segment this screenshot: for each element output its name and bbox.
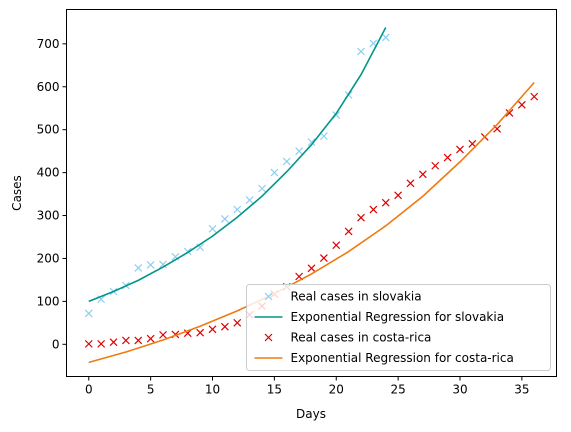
legend-label: Real cases in slovakia (291, 290, 422, 304)
legend-marker-swatch (264, 333, 273, 342)
series-line-1 (88, 27, 387, 303)
data-point-series-2 (319, 254, 328, 262)
legend-box (246, 284, 551, 371)
y-tick-label: 200 (37, 251, 60, 265)
data-point-series-0 (319, 132, 328, 141)
x-tick-label: 5 (147, 383, 155, 397)
y-tick-label: 600 (37, 80, 60, 94)
data-point-series-0 (208, 224, 217, 233)
data-point-series-0 (295, 147, 304, 156)
data-point-series-2 (443, 153, 452, 162)
x-tick-label: 0 (85, 383, 93, 397)
legend-entry: Real cases in costa-rica (264, 331, 432, 345)
x-tick-label: 10 (205, 383, 220, 397)
legend: Real cases in slovakia Exponential Regres… (246, 284, 551, 371)
data-point-series-0 (220, 215, 229, 223)
data-point-series-2 (431, 161, 440, 170)
legend-label: Exponential Regression for costa-rica (291, 351, 514, 365)
data-point-series-2 (517, 100, 526, 109)
x-tick-label: 15 (267, 383, 282, 397)
data-point-series-2 (332, 241, 341, 250)
y-tick-label: 400 (37, 166, 60, 180)
data-point-series-0 (282, 157, 291, 166)
y-tick-label: 0 (52, 337, 60, 351)
x-tick-label: 25 (390, 383, 405, 397)
data-point-series-2 (307, 264, 316, 273)
data-point-series-2 (220, 322, 229, 331)
data-point-series-2 (134, 336, 143, 345)
data-point-series-2 (344, 227, 353, 236)
data-point-series-0 (233, 205, 242, 214)
data-point-series-2 (406, 179, 415, 188)
data-point-series-0 (357, 47, 365, 56)
data-point-series-2 (381, 198, 390, 207)
data-point-series-0 (245, 196, 254, 205)
data-point-series-2 (208, 325, 217, 334)
x-tick-label: 20 (329, 383, 344, 397)
series-line-3 (88, 81, 535, 364)
plot-frame (66, 9, 557, 377)
data-point-series-0 (84, 309, 93, 318)
legend-label: Real cases in costa-rica (291, 331, 432, 345)
x-axis-title: Days (296, 407, 326, 421)
data-point-series-2 (505, 109, 514, 117)
plot-area (84, 27, 539, 364)
legend-entry: Exponential Regression for slovakia (254, 310, 505, 324)
data-point-series-2 (84, 339, 93, 348)
data-point-series-2 (109, 338, 118, 347)
data-point-series-0 (258, 184, 266, 193)
y-tick-label: 500 (37, 123, 60, 137)
legend-marker-swatch (264, 292, 273, 301)
legend-entry: Real cases in slovakia (264, 290, 422, 304)
data-point-series-2 (530, 92, 539, 101)
data-point-series-2 (394, 191, 403, 200)
data-point-series-2 (418, 170, 427, 179)
y-tick-label: 100 (37, 294, 60, 308)
data-point-series-0 (270, 168, 279, 177)
x-tick-label: 30 (452, 383, 467, 397)
legend-entry: Exponential Regression for costa-rica (254, 351, 514, 365)
y-tick-label: 300 (37, 209, 60, 223)
data-point-series-2 (121, 336, 130, 345)
data-point-series-2 (97, 339, 106, 348)
x-axis: 0 5 10 15 20 25 30 35 (85, 376, 529, 397)
data-point-series-0 (146, 260, 155, 269)
x-tick-label: 35 (514, 383, 529, 397)
data-point-series-2 (357, 213, 365, 222)
data-point-series-2 (456, 145, 464, 154)
data-point-series-2 (159, 330, 167, 339)
legend-label: Exponential Regression for slovakia (291, 310, 505, 324)
data-point-series-2 (233, 318, 242, 327)
y-tick-label: 700 (37, 37, 60, 51)
data-point-series-2 (196, 328, 205, 337)
data-point-series-2 (146, 334, 155, 343)
data-point-series-2 (369, 205, 378, 214)
data-point-series-0 (307, 138, 316, 147)
y-axis-title: Cases (10, 175, 24, 211)
data-point-series-0 (381, 33, 390, 42)
data-point-series-0 (134, 263, 143, 272)
y-axis: 0 100 200 300 400 500 600 700 (37, 37, 67, 351)
data-point-series-0 (159, 260, 167, 269)
